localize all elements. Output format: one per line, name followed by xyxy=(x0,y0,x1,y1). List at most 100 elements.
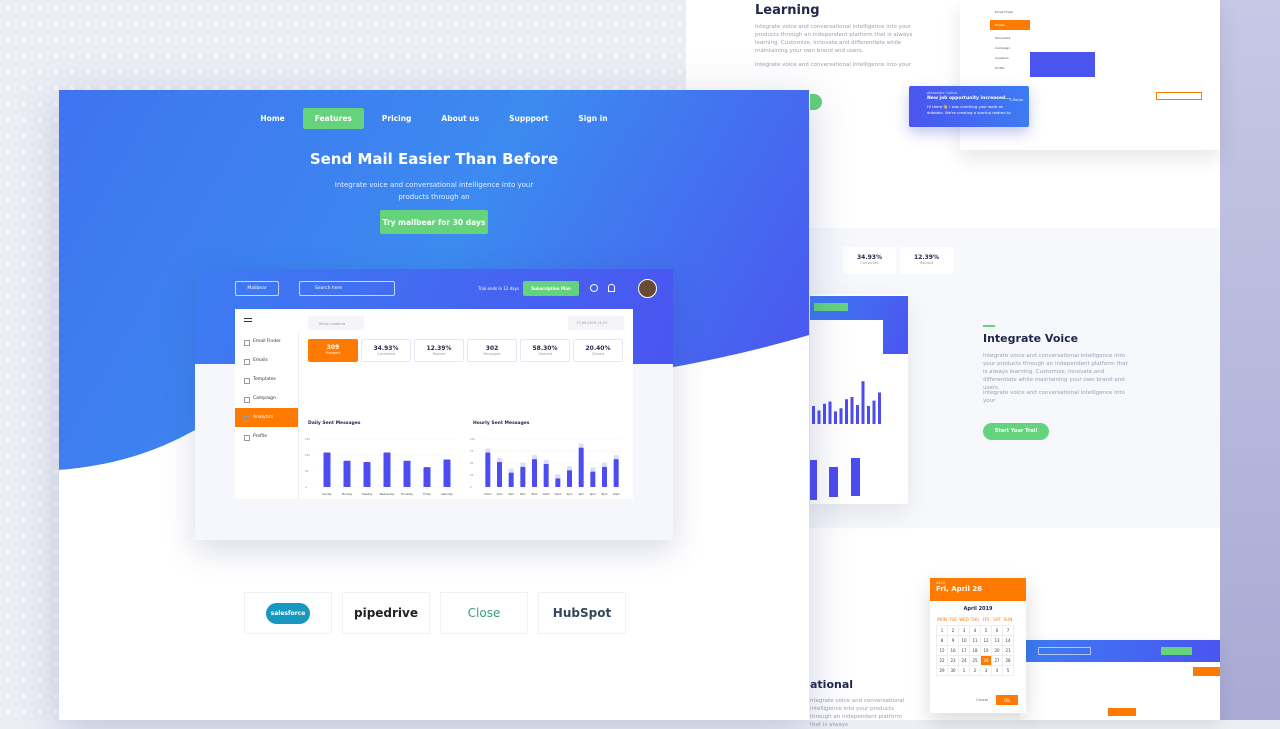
send-immediately-button[interactable] xyxy=(1108,708,1136,716)
mini-bar xyxy=(823,403,826,424)
notification-card[interactable]: Alexandre Collins New job opportunity in… xyxy=(909,86,1029,127)
calendar-day[interactable]: 16 xyxy=(947,644,959,656)
calendar-day[interactable]: 4 xyxy=(991,664,1003,676)
background-strip xyxy=(1220,0,1280,720)
stat-card-replied[interactable]: 12.39% Replied xyxy=(414,339,464,362)
x-tick-label: 4am xyxy=(508,492,514,496)
calendar-day[interactable]: 29 xyxy=(936,664,948,676)
calendar-day[interactable]: 14 xyxy=(1002,634,1014,646)
mini-bar xyxy=(878,392,881,424)
app-preview-bottom xyxy=(1020,640,1220,720)
sidebar-item-email-finder[interactable]: Email Finder xyxy=(235,332,298,351)
cancel-button[interactable]: Cancel xyxy=(976,698,988,702)
nav-sign-in[interactable]: Sign in xyxy=(578,114,608,123)
calendar-day[interactable]: 24 xyxy=(958,654,970,666)
subscription-button[interactable]: Subscription Plan xyxy=(523,281,579,296)
x-tick-label: 6am xyxy=(520,492,526,496)
calendar-day[interactable]: 1 xyxy=(936,624,948,636)
nav-pricing[interactable]: Pricing xyxy=(381,114,412,123)
bar xyxy=(508,472,514,487)
search-input[interactable]: Search here xyxy=(299,281,395,296)
try-button[interactable]: Try mailbear for 30 days xyxy=(380,210,488,234)
ok-button[interactable]: OK xyxy=(996,695,1018,705)
calendar-day[interactable]: 30 xyxy=(947,664,959,676)
sidebar-item-profile[interactable]: Profile xyxy=(235,427,298,446)
hero-title: Send Mail Easier Than Before xyxy=(309,150,559,168)
sidebar-item-emails[interactable]: Emails xyxy=(235,351,298,370)
help-icon[interactable] xyxy=(590,284,598,292)
calendar-day[interactable]: 12 xyxy=(980,634,992,646)
calendar-day[interactable]: 22 xyxy=(936,654,948,666)
date-picker[interactable]: 2019 Fri, April 26 April 2019 MON TUE WED T… xyxy=(930,578,1026,713)
sidebar-item-analytics[interactable]: Analytics xyxy=(235,408,298,427)
nav-features[interactable]: Features xyxy=(302,108,364,129)
calendar-day[interactable]: 2 xyxy=(947,624,959,636)
search-input[interactable] xyxy=(1038,647,1091,655)
weekday-label: SAT xyxy=(993,617,1001,623)
bell-icon[interactable] xyxy=(608,284,615,292)
calendar-day[interactable]: 4 xyxy=(969,624,981,636)
calendar-day[interactable]: 25 xyxy=(969,654,981,666)
large-bars xyxy=(810,458,860,500)
calendar-day[interactable]: 28 xyxy=(1002,654,1014,666)
learning-title: Learning xyxy=(755,3,820,18)
mini-bar xyxy=(845,399,848,424)
stat-card-converted[interactable]: 34.93% Converted xyxy=(361,339,411,362)
nav-suppport[interactable]: Suppport xyxy=(509,114,549,123)
bar-cap xyxy=(520,462,526,467)
calendar-day[interactable]: 3 xyxy=(980,664,992,676)
y-tick-label: 50 xyxy=(305,469,309,473)
learning-cta[interactable] xyxy=(810,94,822,110)
calendar-day[interactable]: 11 xyxy=(969,634,981,646)
calendar-day[interactable]: 6 xyxy=(991,624,1003,636)
conversational-text: ntegrate voice and conversational intell… xyxy=(810,698,905,728)
calendar-day[interactable]: 26 xyxy=(980,654,992,666)
weekday-label: MON xyxy=(937,617,947,623)
calendar-day[interactable]: 8 xyxy=(936,634,948,646)
calendar-day[interactable]: 15 xyxy=(936,644,948,656)
calendar-day[interactable]: 20 xyxy=(991,644,1003,656)
stat-card-clicked[interactable]: 20.40% Clicked xyxy=(573,339,623,362)
stat-card-opened[interactable]: 58.30% Opened xyxy=(520,339,570,362)
daily-chart-title: Daily Sent Messages xyxy=(308,421,361,426)
date-select[interactable]: 17-05-2019 21:57 xyxy=(568,316,624,330)
calendar-day[interactable]: 10 xyxy=(958,634,970,646)
calendar-day[interactable]: 19 xyxy=(980,644,992,656)
bar-cap xyxy=(602,462,607,467)
mini-bar xyxy=(850,397,854,424)
subscription-button[interactable] xyxy=(814,303,848,311)
bar xyxy=(363,462,371,487)
calendar-day[interactable]: 1 xyxy=(958,664,970,676)
start-trail-button[interactable]: Start Your Trail xyxy=(983,423,1049,440)
calendar-day[interactable]: 21 xyxy=(1002,644,1014,656)
nav-about-us[interactable]: About us xyxy=(441,114,480,123)
calendar-day[interactable]: 5 xyxy=(1002,664,1014,676)
calendar-day[interactable]: 3 xyxy=(958,624,970,636)
weekday-label: SUN xyxy=(1003,617,1013,623)
brand-button[interactable]: Mailbear xyxy=(235,281,279,296)
calendar-day[interactable]: 18 xyxy=(969,644,981,656)
x-tick-label: 12am xyxy=(484,492,492,496)
calendar-day[interactable]: 13 xyxy=(991,634,1003,646)
menu-icon[interactable] xyxy=(244,318,252,322)
calendar-day[interactable]: 5 xyxy=(980,624,992,636)
send-button[interactable] xyxy=(1156,92,1202,100)
sidebar-item-templates[interactable]: Templates xyxy=(235,370,298,389)
add-step-button[interactable] xyxy=(1193,667,1220,676)
nav-home[interactable]: Home xyxy=(260,114,285,123)
bar xyxy=(543,463,549,487)
subscription-button[interactable] xyxy=(1161,647,1192,655)
calendar-day[interactable]: 2 xyxy=(969,664,981,676)
calendar-day[interactable]: 23 xyxy=(947,654,959,666)
avatar[interactable] xyxy=(638,279,657,298)
user-select[interactable]: Molly carolina xyxy=(308,316,364,330)
calendar-day[interactable]: 9 xyxy=(947,634,959,646)
calendar-day[interactable]: 17 xyxy=(958,644,970,656)
stat-card-messages[interactable]: 302 Messages xyxy=(467,339,517,362)
calendar-day[interactable]: 27 xyxy=(991,654,1003,666)
sidebar-item-campaign[interactable]: Campaign xyxy=(235,389,298,408)
bar xyxy=(383,452,391,487)
selected-email[interactable] xyxy=(1030,52,1095,77)
stat-card-prospect[interactable]: 309 Prospect xyxy=(308,339,358,362)
calendar-day[interactable]: 7 xyxy=(1002,624,1014,636)
